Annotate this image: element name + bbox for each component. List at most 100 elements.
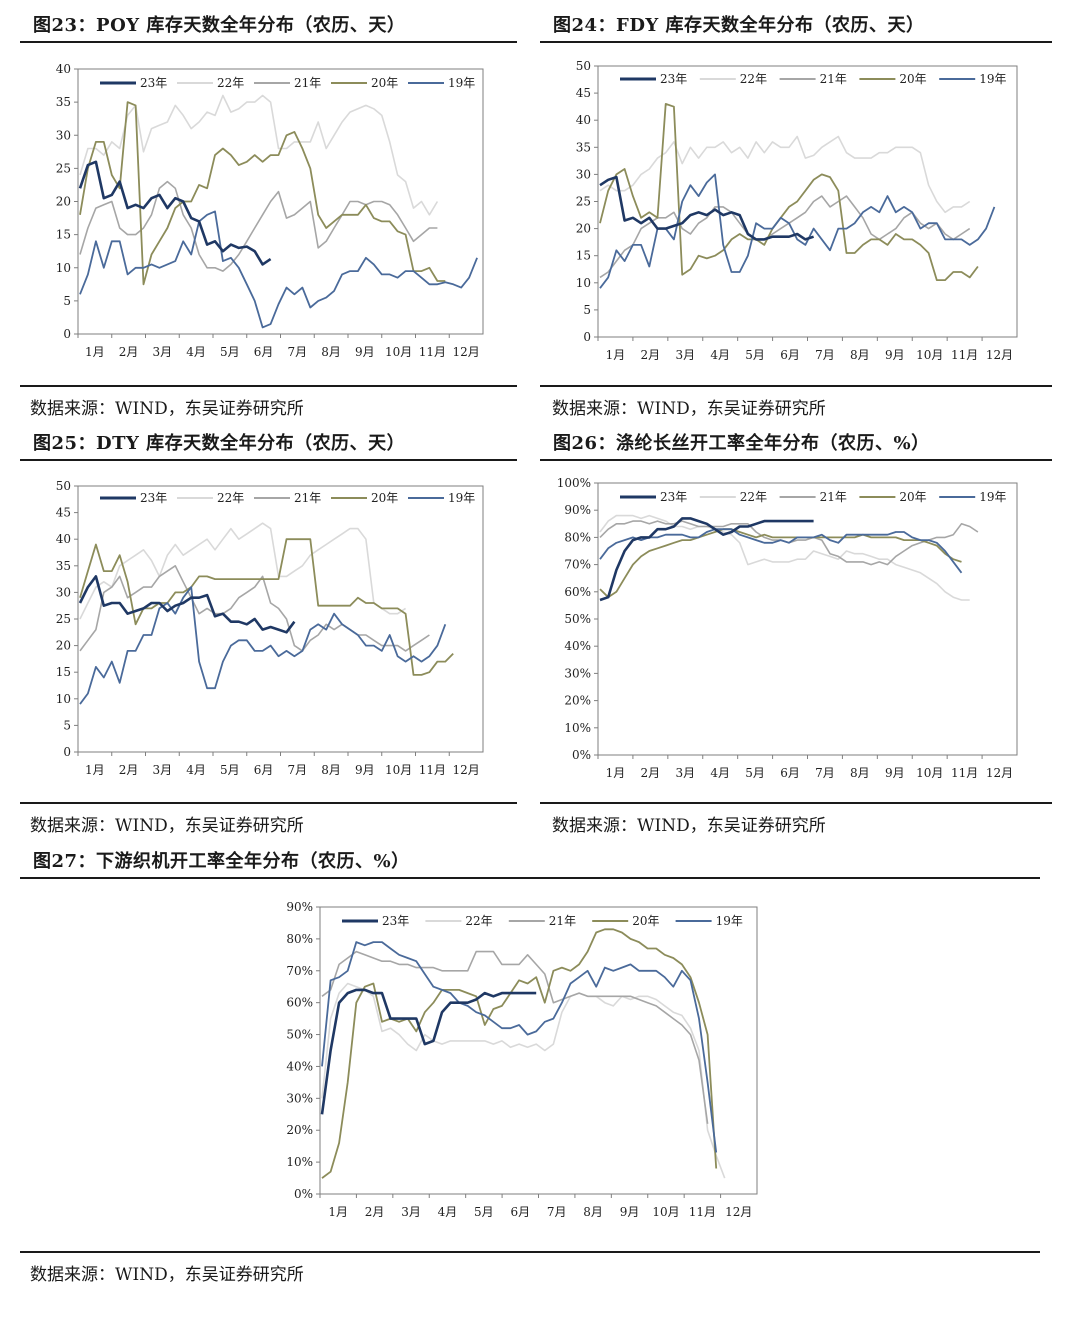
series-line-23年: [78, 575, 296, 634]
legend-label: 21年: [820, 72, 847, 86]
series-line-19年: [79, 210, 478, 329]
source-text: 数据来源：WIND，东吴证券研究所: [552, 399, 826, 419]
y-tick-label: 20%: [286, 1123, 313, 1137]
x-tick-label: 7月: [815, 766, 835, 780]
y-tick-label: 0: [63, 327, 71, 341]
series-line-23年: [599, 175, 815, 241]
series-line-19年: [79, 586, 447, 705]
plot-area: [319, 906, 758, 1195]
legend-label: 20年: [899, 490, 926, 504]
legend-label: 23年: [660, 490, 687, 504]
series-line-23年: [320, 988, 537, 1115]
x-tick-label: 2月: [365, 1205, 385, 1219]
y-tick-label: 30: [56, 585, 71, 599]
x-tick-label: 8月: [850, 766, 870, 780]
x-tick-label: 1月: [85, 345, 105, 359]
y-tick-label: 10%: [564, 721, 591, 735]
title-rule: [20, 459, 517, 461]
x-tick-label: 2月: [641, 348, 661, 362]
y-tick-label: 20: [56, 639, 71, 653]
series-line-22年: [599, 135, 971, 214]
source-rule: [20, 1251, 1040, 1253]
y-tick-label: 50: [576, 59, 591, 73]
x-tick-label: 3月: [675, 348, 695, 362]
x-tick-label: 3月: [401, 1205, 421, 1219]
x-tick-label: 8月: [321, 763, 341, 777]
chart-dty: 0 5 10 15 20 25 30 35 40 45 50 1月 2月 3月 4月 5月 6月 7月 8月 9月 10…: [56, 479, 484, 777]
y-tick-label: 50%: [564, 612, 591, 626]
source-text: 数据来源：WIND，东吴证券研究所: [30, 1265, 304, 1285]
x-tick-label: 9月: [620, 1205, 640, 1219]
legend-label: 19年: [979, 490, 1006, 504]
y-tick-label: 15: [576, 249, 591, 263]
y-tick-label: 40: [576, 113, 591, 127]
x-tick-label: 9月: [355, 345, 375, 359]
y-tick-label: 20%: [564, 694, 591, 708]
series-line-20年: [599, 528, 962, 599]
x-tick-label: 8月: [321, 345, 341, 359]
source-rule: [20, 802, 517, 804]
x-tick-label: 4月: [710, 766, 730, 780]
x-tick-label: 4月: [186, 763, 206, 777]
y-tick-label: 10: [56, 692, 71, 706]
series-line-20年: [79, 101, 446, 286]
x-tick-label: 5月: [745, 766, 765, 780]
x-tick-label: 1月: [606, 348, 626, 362]
x-tick-label: 9月: [885, 348, 905, 362]
series-line-19年: [599, 528, 963, 574]
plot-area: [597, 65, 1018, 338]
chart-title-fdy: 图24：FDY 库存天数全年分布（农历、天）: [553, 15, 925, 36]
legend-label: 22年: [740, 72, 767, 86]
legend-label: 19年: [448, 491, 475, 505]
x-tick-label: 6月: [510, 1205, 530, 1219]
y-tick-label: 90%: [286, 900, 313, 914]
title-rule: [20, 877, 1040, 879]
source-text: 数据来源：WIND，东吴证券研究所: [30, 399, 304, 419]
y-tick-label: 20: [576, 222, 591, 236]
x-tick-label: 10月: [385, 763, 412, 777]
legend-label: 23年: [140, 491, 167, 505]
x-tick-label: 12月: [452, 345, 479, 359]
y-tick-label: 5: [583, 303, 591, 317]
y-tick-label: 35: [576, 140, 591, 154]
x-tick-label: 7月: [547, 1205, 567, 1219]
y-tick-label: 80%: [564, 530, 591, 544]
x-tick-label: 11月: [419, 345, 446, 359]
x-tick-label: 10月: [916, 766, 943, 780]
y-tick-label: 40: [56, 62, 71, 76]
x-tick-label: 6月: [780, 348, 800, 362]
series-line-20年: [599, 103, 979, 282]
y-tick-label: 15: [56, 665, 71, 679]
x-tick-label: 9月: [355, 763, 375, 777]
source-text: 数据来源：WIND，东吴证券研究所: [30, 816, 304, 836]
x-tick-label: 10月: [385, 345, 412, 359]
x-tick-label: 5月: [745, 348, 765, 362]
chart-fdy: 0 5 10 15 20 25 30 35 40 45 50 1月 2月 3月 4月 5月 6月 7月 8月 9月 10…: [576, 59, 1018, 362]
y-tick-label: 0: [583, 330, 591, 344]
legend-label: 22年: [217, 76, 244, 90]
x-tick-label: 9月: [885, 766, 905, 780]
series-line-20年: [321, 928, 718, 1179]
chart-filament-rate: 0% 10% 20% 30% 40% 50% 60% 70% 80% 90% 100% 1月 2月 3月 4…: [557, 476, 1018, 780]
chart-title-filament-rate: 图26：涤纶长丝开工率全年分布（农历、%）: [553, 433, 930, 454]
legend-label: 22年: [740, 490, 767, 504]
plot-area: [597, 482, 1018, 756]
x-tick-label: 11月: [689, 1205, 716, 1219]
x-tick-label: 5月: [220, 763, 240, 777]
x-tick-label: 10月: [916, 348, 943, 362]
x-tick-label: 12月: [986, 348, 1013, 362]
y-tick-label: 60%: [286, 996, 313, 1010]
series-line-22年: [79, 94, 439, 216]
x-tick-label: 1月: [328, 1205, 348, 1219]
legend-label: 22年: [465, 914, 492, 928]
x-tick-label: 11月: [951, 766, 978, 780]
x-tick-label: 2月: [119, 763, 139, 777]
x-tick-label: 6月: [780, 766, 800, 780]
x-tick-label: 7月: [288, 763, 308, 777]
x-tick-label: 10月: [652, 1205, 679, 1219]
legend-label: 21年: [820, 490, 847, 504]
title-rule: [20, 41, 517, 43]
legend-label: 21年: [549, 914, 576, 928]
series-line-21年: [79, 180, 438, 272]
legend-label: 19年: [979, 72, 1006, 86]
